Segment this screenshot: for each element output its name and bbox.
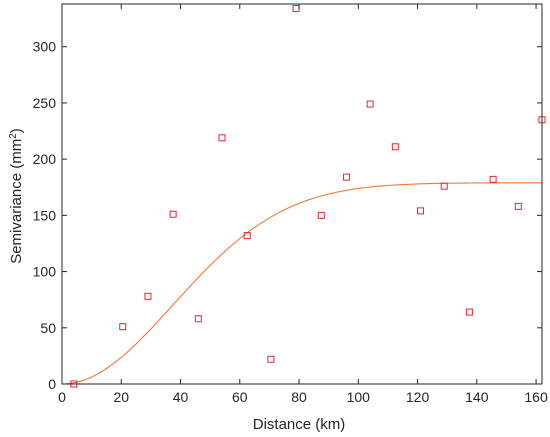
data-point-marker (194, 315, 202, 323)
y-tick-label: 200 (33, 151, 57, 167)
data-point-marker (440, 182, 448, 190)
data-point-marker (391, 143, 399, 151)
data-point-marker (465, 308, 473, 316)
axes: 0 20 40 60 80 100 120 140 160 0 50 100 150 200 250 300 (33, 3, 548, 405)
data-point-marker (366, 100, 374, 108)
data-point-marker (342, 173, 350, 181)
model-curve (61, 182, 542, 385)
y-tick-label: 0 (48, 376, 56, 392)
data-point-marker (292, 5, 300, 12)
data-point-marker (169, 210, 177, 218)
data-point-marker (243, 232, 251, 240)
x-tick-label: 60 (232, 389, 248, 405)
y-tick-label: 150 (33, 207, 57, 223)
y-tick-label: 250 (33, 95, 57, 111)
x-tick-label: 100 (347, 389, 371, 405)
plot-frame (61, 3, 543, 385)
y-tick-label: 300 (33, 39, 57, 55)
x-tick-label: 160 (524, 389, 548, 405)
data-point-marker (514, 202, 522, 210)
x-tick-label: 20 (113, 389, 129, 405)
y-axis-title-superscript: 2 (8, 133, 19, 139)
y-axis-title-main: Semivariance (mm (8, 139, 25, 264)
x-tick-label: 40 (173, 389, 189, 405)
x-axis-title: Distance (km) (253, 416, 346, 433)
data-point-marker (317, 211, 325, 219)
y-tick-label: 100 (33, 264, 57, 280)
data-point-marker (489, 175, 497, 183)
x-tick-label: 0 (58, 389, 66, 405)
y-axis-title-suffix: ) (8, 128, 25, 133)
x-tick-label: 80 (291, 389, 307, 405)
y-tick-label: 50 (40, 320, 56, 336)
data-point-marker (119, 323, 127, 331)
x-tick-label: 120 (406, 389, 430, 405)
data-point-marker (218, 134, 226, 142)
data-point-marker (144, 292, 152, 300)
x-tick-label: 140 (465, 389, 489, 405)
data-points-layer (70, 5, 546, 388)
y-axis-title: Semivariance (mm2) (8, 128, 26, 264)
model-curve-layer (61, 182, 542, 385)
data-point-marker (417, 207, 425, 215)
data-point-marker (267, 355, 275, 363)
